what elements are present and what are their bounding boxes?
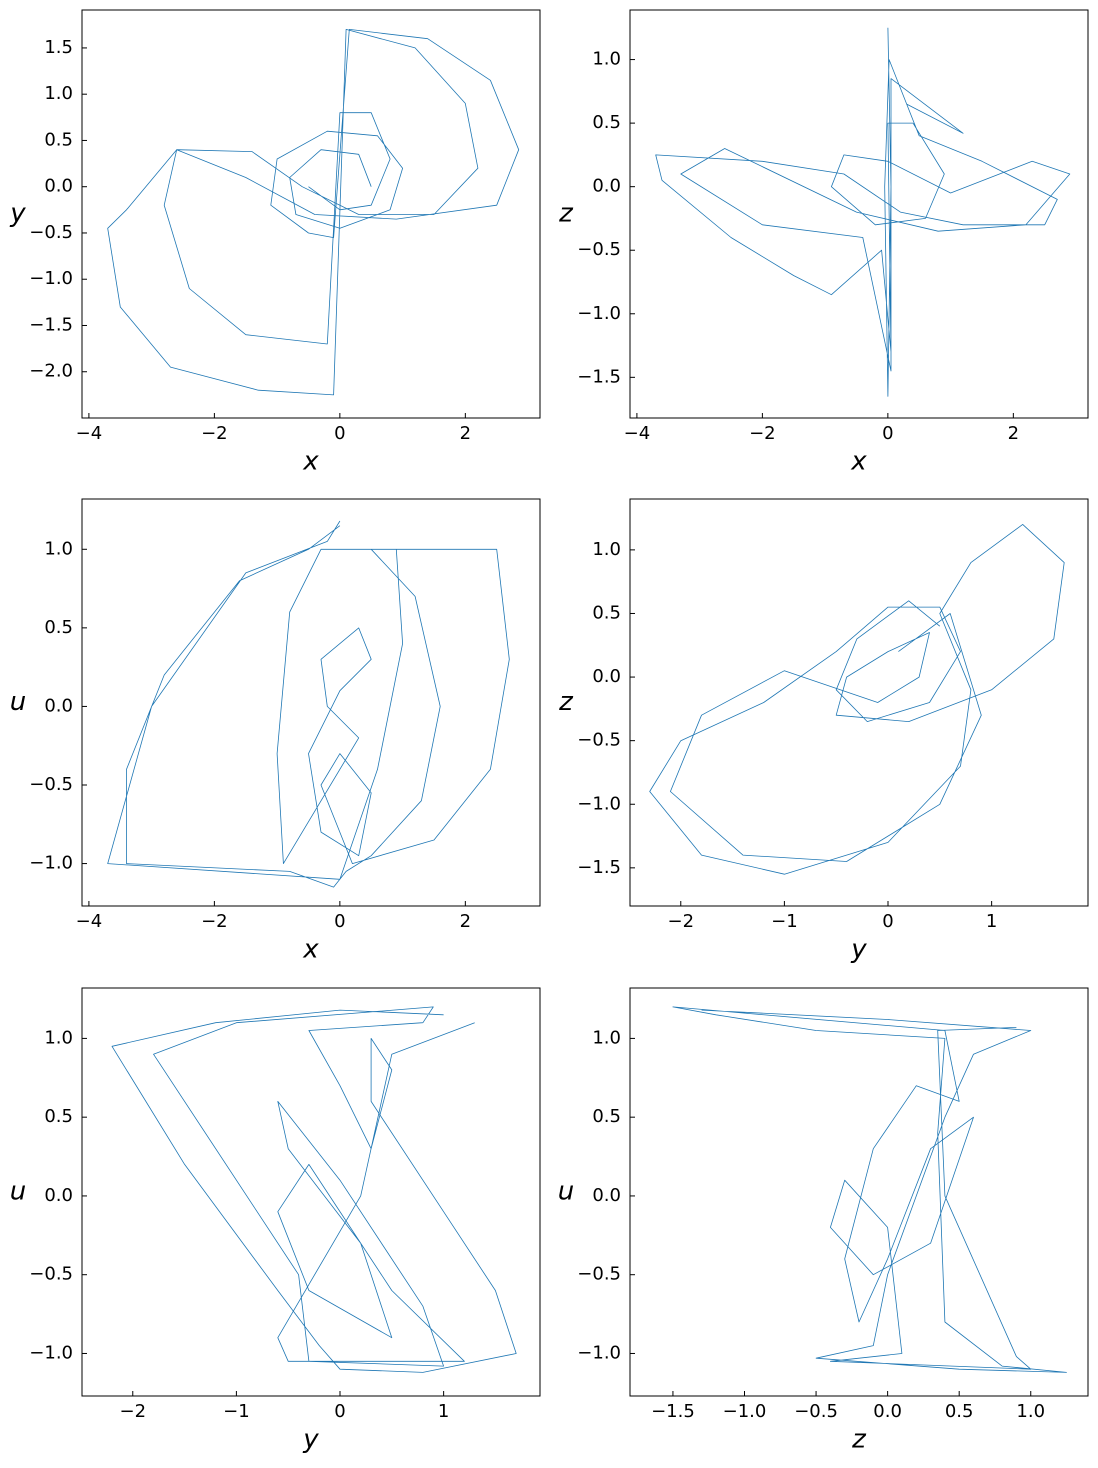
y-tick-label: 0.0 xyxy=(44,695,73,716)
trajectory xyxy=(672,1006,1067,1373)
x-axis-label: x xyxy=(302,935,319,965)
trajectory xyxy=(107,520,510,888)
y-tick-label: 1.0 xyxy=(592,539,621,560)
plot-frame xyxy=(629,498,1089,907)
y-tick-label: 0.5 xyxy=(592,602,621,623)
x-tick-label: 0 xyxy=(882,911,893,932)
y-tick-label: 0.5 xyxy=(592,112,621,133)
x-tick-label: −2 xyxy=(120,1401,147,1422)
x-tick-label: 2 xyxy=(1008,423,1019,444)
y-tick-label: −1.5 xyxy=(577,857,621,878)
x-axis-label: y xyxy=(850,935,867,965)
y-tick-label: 0.5 xyxy=(44,129,73,150)
x-tick-label: 2 xyxy=(460,911,471,932)
trajectory xyxy=(649,524,1065,875)
x-tick-label: 0 xyxy=(334,423,345,444)
y-tick-label: −1.0 xyxy=(29,1342,73,1363)
x-tick-label: 1 xyxy=(986,911,997,932)
x-tick-label: −1 xyxy=(223,1401,250,1422)
x-tick-label: −2 xyxy=(749,423,776,444)
y-axis-label: u xyxy=(10,1177,26,1207)
y-axis-label: z xyxy=(558,687,574,717)
y-tick-label: 1.0 xyxy=(44,1027,73,1048)
x-tick-label: −1 xyxy=(771,911,798,932)
y-tick-label: −1.0 xyxy=(577,793,621,814)
y-tick-label: 0.0 xyxy=(44,176,73,197)
x-tick-label: −2 xyxy=(201,423,228,444)
plot-frame xyxy=(81,498,541,907)
x-tick-label: 1 xyxy=(438,1401,449,1422)
plot-frame xyxy=(81,9,541,419)
y-tick-label: −0.5 xyxy=(29,1264,73,1285)
y-tick-label: −1.5 xyxy=(29,314,73,335)
x-tick-label: 0 xyxy=(334,1401,345,1422)
x-tick-label: 0 xyxy=(882,423,893,444)
y-tick-label: 0.0 xyxy=(592,1185,621,1206)
x-tick-label: 0.5 xyxy=(945,1401,974,1422)
y-tick-label: 1.5 xyxy=(44,37,73,58)
y-tick-label: −1.5 xyxy=(577,366,621,387)
x-axis-label: z xyxy=(851,1425,867,1455)
y-tick-label: 0.5 xyxy=(44,617,73,638)
x-axis-label: y xyxy=(302,1425,319,1455)
y-tick-label: 0.0 xyxy=(592,176,621,197)
x-tick-label: −0.5 xyxy=(794,1401,838,1422)
y-tick-label: 0.5 xyxy=(44,1106,73,1127)
x-tick-label: 0 xyxy=(334,911,345,932)
trajectory xyxy=(655,27,1071,397)
y-tick-label: −0.5 xyxy=(577,239,621,260)
y-axis-label: u xyxy=(558,1177,574,1207)
y-tick-label: −1.0 xyxy=(577,303,621,324)
y-tick-label: −1.0 xyxy=(577,1342,621,1363)
y-tick-label: −0.5 xyxy=(29,774,73,795)
plot-frame xyxy=(629,987,1089,1397)
y-tick-label: 1.0 xyxy=(44,83,73,104)
x-tick-label: −2 xyxy=(668,911,695,932)
x-tick-label: −4 xyxy=(76,423,103,444)
x-tick-label: −4 xyxy=(76,911,103,932)
y-tick-label: −0.5 xyxy=(577,730,621,751)
plot-frame xyxy=(629,9,1089,419)
y-tick-label: 0.0 xyxy=(44,1185,73,1206)
y-tick-label: 0.5 xyxy=(592,1106,621,1127)
y-tick-label: −0.5 xyxy=(29,222,73,243)
x-tick-label: −1.0 xyxy=(723,1401,767,1422)
y-tick-label: 1.0 xyxy=(44,538,73,559)
y-tick-label: −1.0 xyxy=(29,853,73,874)
y-axis-label: y xyxy=(9,199,26,229)
y-tick-label: −2.0 xyxy=(29,361,73,382)
x-axis-label: x xyxy=(302,447,319,477)
trajectory xyxy=(111,1006,517,1373)
trajectory xyxy=(107,29,520,396)
y-tick-label: 1.0 xyxy=(592,1027,621,1048)
y-axis-label: z xyxy=(558,199,574,229)
x-tick-label: 1.0 xyxy=(1016,1401,1045,1422)
y-tick-label: −1.0 xyxy=(29,268,73,289)
x-tick-label: 2 xyxy=(460,423,471,444)
y-tick-label: 0.0 xyxy=(592,666,621,687)
x-tick-label: −1.5 xyxy=(651,1401,695,1422)
y-tick-label: 1.0 xyxy=(592,49,621,70)
x-tick-label: −2 xyxy=(201,911,228,932)
x-axis-label: x xyxy=(850,447,867,477)
y-axis-label: u xyxy=(10,687,26,717)
x-tick-label: −4 xyxy=(624,423,651,444)
plot-frame xyxy=(81,987,541,1397)
y-tick-label: −0.5 xyxy=(577,1264,621,1285)
x-tick-label: 0.0 xyxy=(873,1401,902,1422)
